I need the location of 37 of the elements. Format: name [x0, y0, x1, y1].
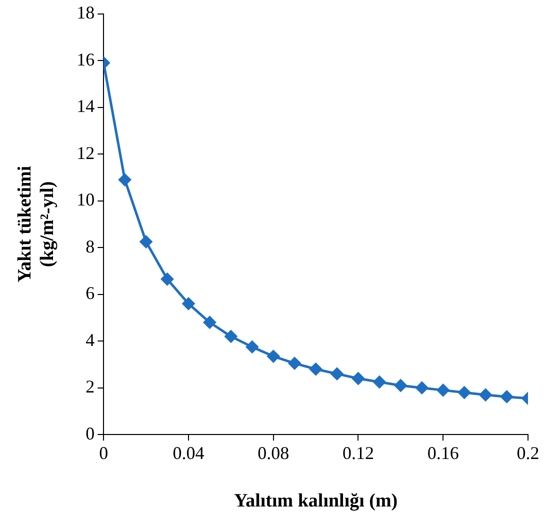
point [309, 362, 322, 376]
point [118, 173, 132, 186]
x-tick-label: 0.12 [342, 443, 374, 464]
y-tick-label: 12 [76, 142, 95, 163]
point [479, 388, 492, 402]
point [330, 367, 344, 380]
point [415, 381, 428, 394]
x-tick-label: 0.16 [427, 443, 459, 464]
y-tick-label: 18 [76, 2, 95, 23]
point [352, 372, 365, 385]
x-tick-label: 0.2 [516, 443, 540, 464]
x-tick-label: 0.08 [258, 443, 290, 464]
y-tick-label: 4 [86, 330, 95, 350]
point [266, 350, 280, 363]
point [436, 384, 450, 397]
y-axis-title: Yakıt tüketimi (kg/m²-yıl) [14, 166, 58, 283]
point [224, 330, 238, 343]
point [372, 376, 386, 388]
point [182, 297, 195, 310]
point [458, 386, 471, 400]
y-tick-label: 8 [86, 236, 95, 256]
point [288, 356, 302, 370]
x-tick-label: 0.04 [172, 443, 204, 464]
y-tick-label: 0 [86, 423, 95, 444]
y-tick-label: 2 [86, 376, 95, 397]
point [500, 390, 514, 404]
y-tick-label: 16 [76, 49, 95, 70]
y-tick-label: 10 [76, 190, 95, 210]
x-axis-title: Yalıtım kalınlığı (m) [234, 490, 398, 512]
point [203, 316, 216, 329]
point [246, 340, 259, 354]
x-tick-label: 0 [99, 443, 108, 464]
point [394, 379, 408, 392]
y-tick-label: 14 [76, 96, 95, 116]
point [160, 272, 174, 286]
y-tick-label: 6 [86, 283, 95, 304]
point [140, 235, 153, 248]
